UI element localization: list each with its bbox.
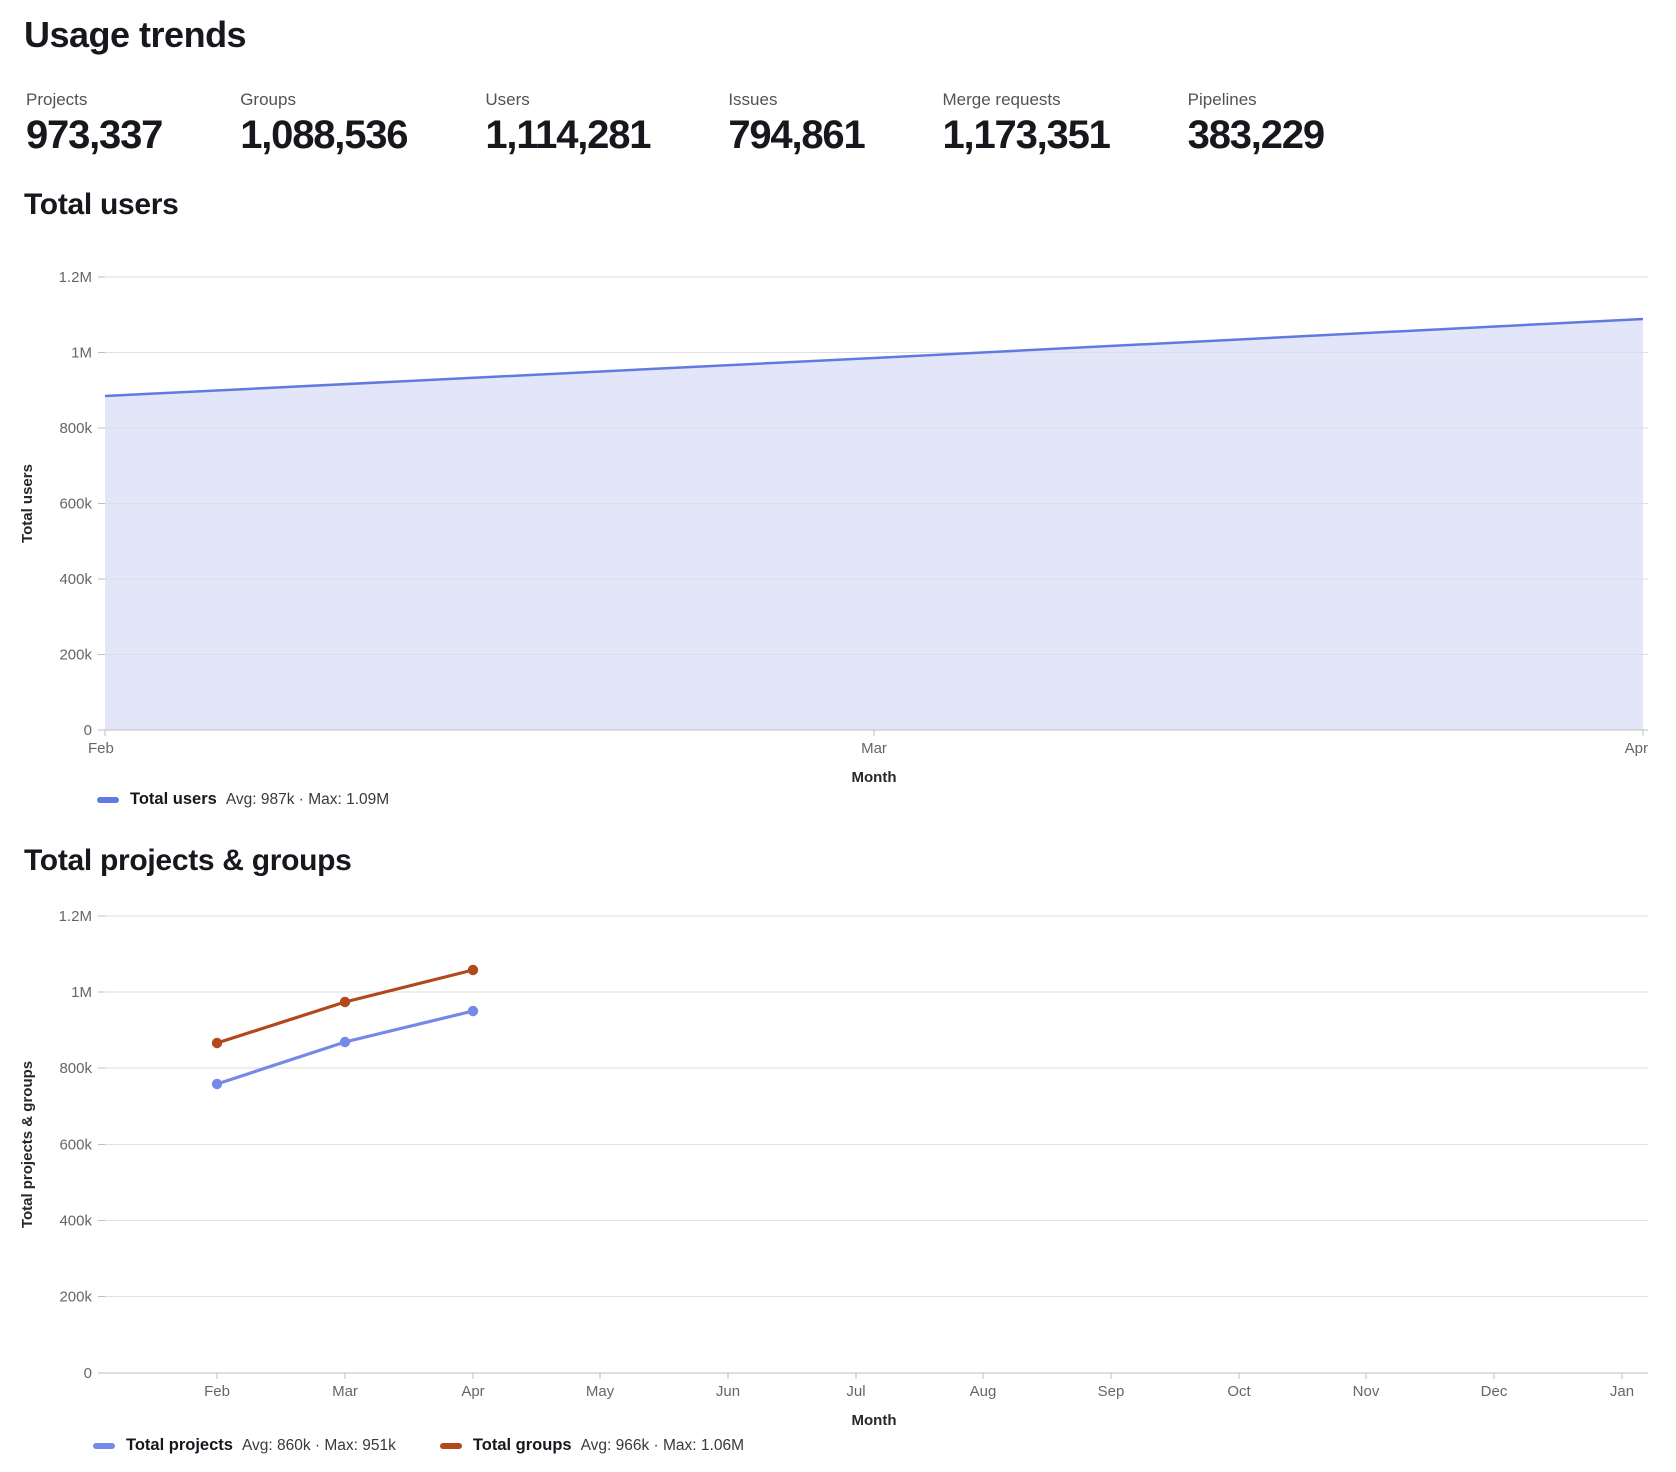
stat-merge-requests: Merge requests 1,173,351 <box>942 90 1111 157</box>
legend-marker <box>97 796 119 803</box>
legend-label: Total users <box>130 790 217 808</box>
stats-row: Projects 973,337 Groups 1,088,536 Users … <box>26 90 1325 157</box>
stat-projects: Projects 973,337 <box>26 90 163 157</box>
line-series-total-projects <box>215 1009 475 1086</box>
total-users-chart[interactable]: 1.2M 1M 800k 600k 400k 200k 0 Feb Mar Ap… <box>0 250 1676 810</box>
y-tick-label: 600k <box>59 496 92 513</box>
data-point-projects-apr[interactable] <box>467 1005 479 1017</box>
area-series-total-users <box>105 319 1643 730</box>
x-tick-label: Sep <box>1098 1383 1125 1400</box>
y-tick-label: 1.2M <box>59 908 92 925</box>
legend-summary: Avg: 987k · Max: 1.09M <box>225 790 390 808</box>
stat-value: 794,861 <box>728 113 865 157</box>
y-axis-title: Total users <box>19 464 36 543</box>
y-axis-title: Total projects & groups <box>19 1061 36 1228</box>
x-tick-label: Feb <box>204 1383 230 1400</box>
x-tick-label: Feb <box>88 740 114 757</box>
stat-label: Projects <box>26 90 88 109</box>
total-projects-groups-legend: Total projects Avg: 860k · Max: 951k Tot… <box>93 1436 744 1455</box>
y-tick-label: 400k <box>59 1213 92 1230</box>
legend-item-total-projects[interactable]: Total projects Avg: 860k · Max: 951k <box>93 1436 396 1455</box>
x-tick-label: Apr <box>461 1383 484 1400</box>
x-axis-title: Month <box>852 1412 897 1429</box>
y-tick-label: 1M <box>71 984 92 1001</box>
stat-users: Users 1,114,281 <box>485 90 651 157</box>
x-tick-label: May <box>586 1383 615 1400</box>
x-tick-label: Jul <box>846 1383 865 1400</box>
y-tick-label: 800k <box>59 420 92 437</box>
stat-pipelines: Pipelines 383,229 <box>1187 90 1325 157</box>
stat-value: 973,337 <box>26 113 163 157</box>
total-projects-groups-chart[interactable]: 1.2M 1M 800k 600k 400k 200k 0 Feb Mar Ap… <box>0 900 1676 1440</box>
x-tick-label: Nov <box>1353 1383 1380 1400</box>
stat-label: Pipelines <box>1187 90 1257 109</box>
total-users-legend: Total users Avg: 987k · Max: 1.09M <box>97 790 389 809</box>
y-tick-label: 800k <box>59 1060 92 1077</box>
legend-summary: Avg: 966k · Max: 1.06M <box>580 1436 744 1454</box>
data-point-groups-apr[interactable] <box>467 964 479 976</box>
data-point-projects-mar[interactable] <box>339 1036 351 1048</box>
legend-item-total-groups[interactable]: Total groups Avg: 966k · Max: 1.06M <box>439 1436 744 1455</box>
y-tick-label: 200k <box>59 1289 92 1306</box>
y-tick-label: 0 <box>84 1365 92 1382</box>
x-tick-label: Apr <box>1625 740 1648 757</box>
stat-label: Issues <box>728 90 778 109</box>
data-point-groups-mar[interactable] <box>339 996 351 1008</box>
line-series-total-users <box>104 317 1644 398</box>
total-projects-groups-chart-title: Total projects & groups <box>24 844 352 877</box>
y-tick-label: 1M <box>71 345 92 362</box>
x-tick-label: Mar <box>861 740 887 757</box>
stat-value: 1,173,351 <box>942 113 1111 157</box>
x-tick-label: Dec <box>1481 1383 1508 1400</box>
x-tick-label: Jun <box>716 1383 740 1400</box>
legend-summary: Avg: 860k · Max: 951k <box>241 1436 396 1454</box>
y-tick-label: 1.2M <box>59 269 92 286</box>
x-tick-label: Aug <box>970 1383 997 1400</box>
legend-label: Total projects <box>126 1436 233 1454</box>
y-tick-label: 0 <box>84 722 92 739</box>
y-tick-label: 200k <box>59 647 92 664</box>
legend-label: Total groups <box>472 1436 572 1454</box>
stat-groups: Groups 1,088,536 <box>240 90 408 157</box>
stat-label: Merge requests <box>942 90 1061 109</box>
stat-value: 383,229 <box>1187 113 1325 157</box>
data-point-groups-feb[interactable] <box>211 1037 223 1049</box>
x-axis-title: Month <box>852 769 897 786</box>
stat-label: Users <box>485 90 530 109</box>
stat-value: 1,114,281 <box>485 113 651 157</box>
stat-label: Groups <box>240 90 296 109</box>
x-tick-label: Jan <box>1610 1383 1634 1400</box>
total-users-chart-title: Total users <box>24 188 179 221</box>
legend-marker <box>439 1442 462 1449</box>
y-tick-label: 400k <box>59 571 92 588</box>
legend-marker <box>93 1442 115 1449</box>
y-tick-label: 600k <box>59 1137 92 1154</box>
stat-value: 1,088,536 <box>240 113 408 157</box>
data-point-projects-feb[interactable] <box>211 1078 223 1090</box>
x-tick-label: Oct <box>1227 1383 1251 1400</box>
stat-issues: Issues 794,861 <box>728 90 865 157</box>
legend-item-total-users[interactable]: Total users Avg: 987k · Max: 1.09M <box>97 790 389 809</box>
page-title: Usage trends <box>24 14 247 55</box>
x-tick-label: Mar <box>332 1383 358 1400</box>
